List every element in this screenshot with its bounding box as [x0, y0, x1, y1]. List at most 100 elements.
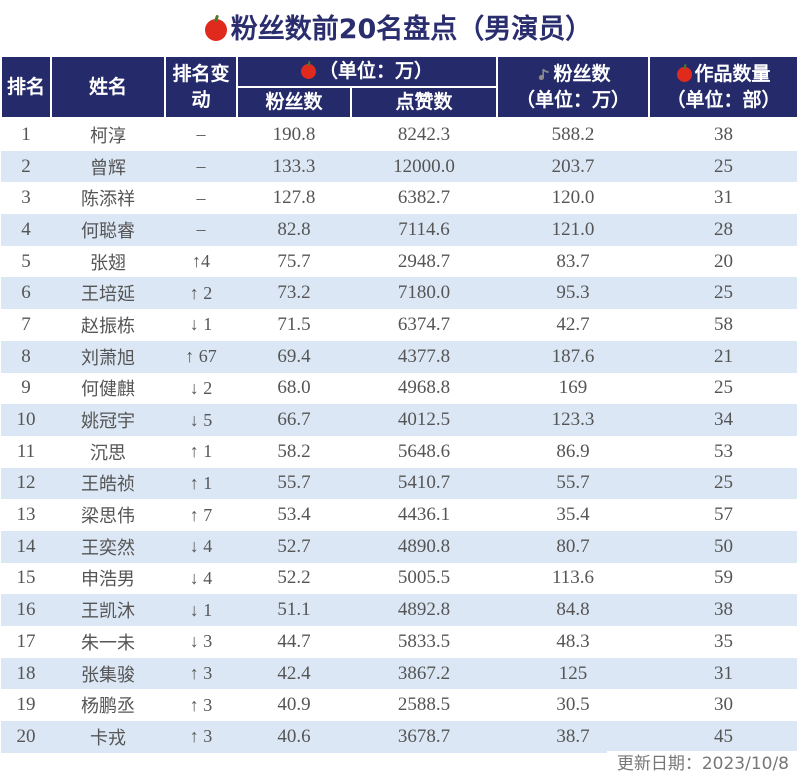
table-row: 8 刘萧旭 ↑ 67 69.4 4377.8 187.6 21: [1, 340, 797, 373]
cell-change: –: [196, 124, 206, 145]
cell-fans: 133.3: [237, 150, 351, 183]
cell-douyin: 113.6: [551, 567, 595, 589]
cell-rank: 13: [16, 504, 36, 526]
table-header: 排名 姓名 排名变动 （单位：万） 粉丝数 （单位：万） 作品数量 （单位：部）…: [0, 55, 797, 119]
cell-works: 20: [714, 250, 734, 272]
cell-rank: 12: [1, 467, 51, 500]
cell-fans: 42.4: [237, 657, 351, 690]
cell-douyin: 80.7: [497, 530, 650, 563]
cell-douyin: 187.6: [497, 340, 650, 373]
cell-change: –: [165, 214, 237, 246]
cell-likes: 6382.7: [397, 187, 451, 209]
cell-change: ↓ 5: [165, 404, 237, 436]
cell-name: 王培延: [51, 277, 165, 310]
cell-change: ↑ 3: [165, 657, 237, 690]
cell-fans: 71.5: [277, 313, 311, 335]
cell-works: 25: [714, 377, 734, 399]
cell-name: 曾辉: [51, 150, 165, 183]
cell-name: 王奕然: [51, 530, 165, 563]
cell-douyin: 120.0: [551, 187, 595, 209]
cell-likes: 4890.8: [351, 530, 498, 563]
cell-name: 沉思: [90, 442, 126, 464]
cell-douyin: 203.7: [497, 150, 650, 183]
cell-name: 申浩男: [81, 569, 135, 591]
cell-likes: 2948.7: [397, 250, 451, 272]
table-row: 3 陈添祥 – 127.8 6382.7 120.0 31: [1, 182, 797, 214]
cell-works: 31: [649, 657, 797, 690]
cell-douyin: 169: [558, 377, 588, 399]
cell-works: 28: [649, 214, 797, 246]
cell-douyin: 38.7: [497, 721, 650, 753]
cell-works: 25: [649, 467, 797, 500]
cell-fans: 127.8: [272, 187, 316, 209]
cell-douyin: 123.3: [497, 404, 650, 436]
page-title: 粉丝数前20名盘点（男演员）: [0, 8, 797, 52]
table-row: 10 姚冠宇 ↓ 5 66.7 4012.5 123.3 34: [1, 404, 797, 436]
table-row: 5 张翅 ↑4 75.7 2948.7 83.7 20: [1, 246, 797, 278]
table-row: 2 曾辉 –133.3 12000.0 203.7 25: [1, 150, 797, 183]
cell-rank: 2: [1, 150, 51, 183]
table-row: 13 梁思伟 ↑ 7 53.4 4436.1 35.4 57: [1, 499, 797, 531]
table-row: 9 何健麒 ↓ 2 68.0 4968.8 169 25: [1, 373, 797, 405]
cell-change: –: [196, 187, 206, 208]
cell-likes: 3678.7: [351, 721, 498, 753]
cell-rank: 11: [16, 440, 36, 462]
cell-likes: 4968.8: [397, 377, 451, 399]
table-row: 17 朱一未 ↓ 3 44.7 5833.5 48.3 35: [1, 626, 797, 658]
cell-works: 31: [714, 187, 734, 209]
cell-fans: 44.7: [277, 630, 311, 652]
cell-likes: 8242.3: [397, 123, 451, 145]
cell-name: 王凯沐: [51, 594, 165, 626]
cell-works: 35: [714, 630, 734, 652]
cell-works: 38: [649, 594, 797, 626]
music-note-icon: [538, 69, 548, 81]
cell-change: ↑ 1: [165, 467, 237, 500]
table-row: 20 卡戎 ↑ 3 40.6 3678.7 38.7 45: [1, 721, 797, 753]
cell-rank: 14: [1, 530, 51, 563]
apple-icon: [301, 64, 316, 79]
cell-likes: 5410.7: [351, 467, 498, 500]
cell-douyin: 42.7: [556, 313, 590, 335]
cell-likes: 4892.8: [351, 594, 498, 626]
cell-fans: 69.4: [237, 340, 351, 373]
cell-name: 何健麒: [81, 379, 135, 401]
table-row: 18 张集骏 ↑ 3 42.4 3867.2 125 31: [1, 657, 797, 690]
cell-douyin: 30.5: [556, 694, 590, 716]
cell-rank: 9: [21, 377, 31, 399]
cell-rank: 16: [1, 594, 51, 626]
title-text: 粉丝数前20名盘点（男演员）: [230, 14, 593, 45]
cell-rank: 10: [1, 404, 51, 436]
cell-name: 刘萧旭: [51, 340, 165, 373]
cell-name: 柯淳: [90, 125, 126, 147]
cell-likes: 2588.5: [397, 694, 451, 716]
cell-douyin: 83.7: [556, 250, 590, 272]
cell-change: ↓ 1: [165, 594, 237, 626]
cell-douyin: 121.0: [497, 214, 650, 246]
cell-works: 50: [649, 530, 797, 563]
table-row: 15 申浩男 ↓ 4 52.2 5005.5 113.6 59: [1, 563, 797, 595]
cell-works: 30: [714, 694, 734, 716]
cell-change: ↑ 1: [189, 441, 213, 462]
cell-name: 王皓祯: [51, 467, 165, 500]
header-apple-group: （单位：万）: [235, 55, 499, 88]
cell-douyin: 86.9: [556, 440, 590, 462]
cell-fans: 40.6: [237, 721, 351, 753]
cell-change: ↓ 4: [189, 567, 213, 588]
cell-name: 梁思伟: [81, 506, 135, 528]
cell-change: ↑ 67: [165, 340, 237, 373]
cell-fans: 40.9: [277, 694, 311, 716]
cell-rank: 18: [1, 657, 51, 690]
cell-likes: 5833.5: [397, 630, 451, 652]
cell-douyin: 95.3: [497, 277, 650, 310]
cell-change: –: [165, 150, 237, 183]
cell-likes: 7114.6: [351, 214, 498, 246]
cell-rank: 1: [21, 123, 31, 145]
cell-name: 卡戎: [51, 721, 165, 753]
apple-icon: [204, 19, 227, 41]
cell-likes: 3867.2: [351, 657, 498, 690]
cell-douyin: 84.8: [497, 594, 650, 626]
cell-change: ↑ 7: [189, 504, 213, 525]
ranking-table: 排名 姓名 排名变动 （单位：万） 粉丝数 （单位：万） 作品数量 （单位：部）…: [0, 55, 797, 753]
cell-rank: 4: [1, 214, 51, 246]
cell-rank: 17: [16, 630, 36, 652]
